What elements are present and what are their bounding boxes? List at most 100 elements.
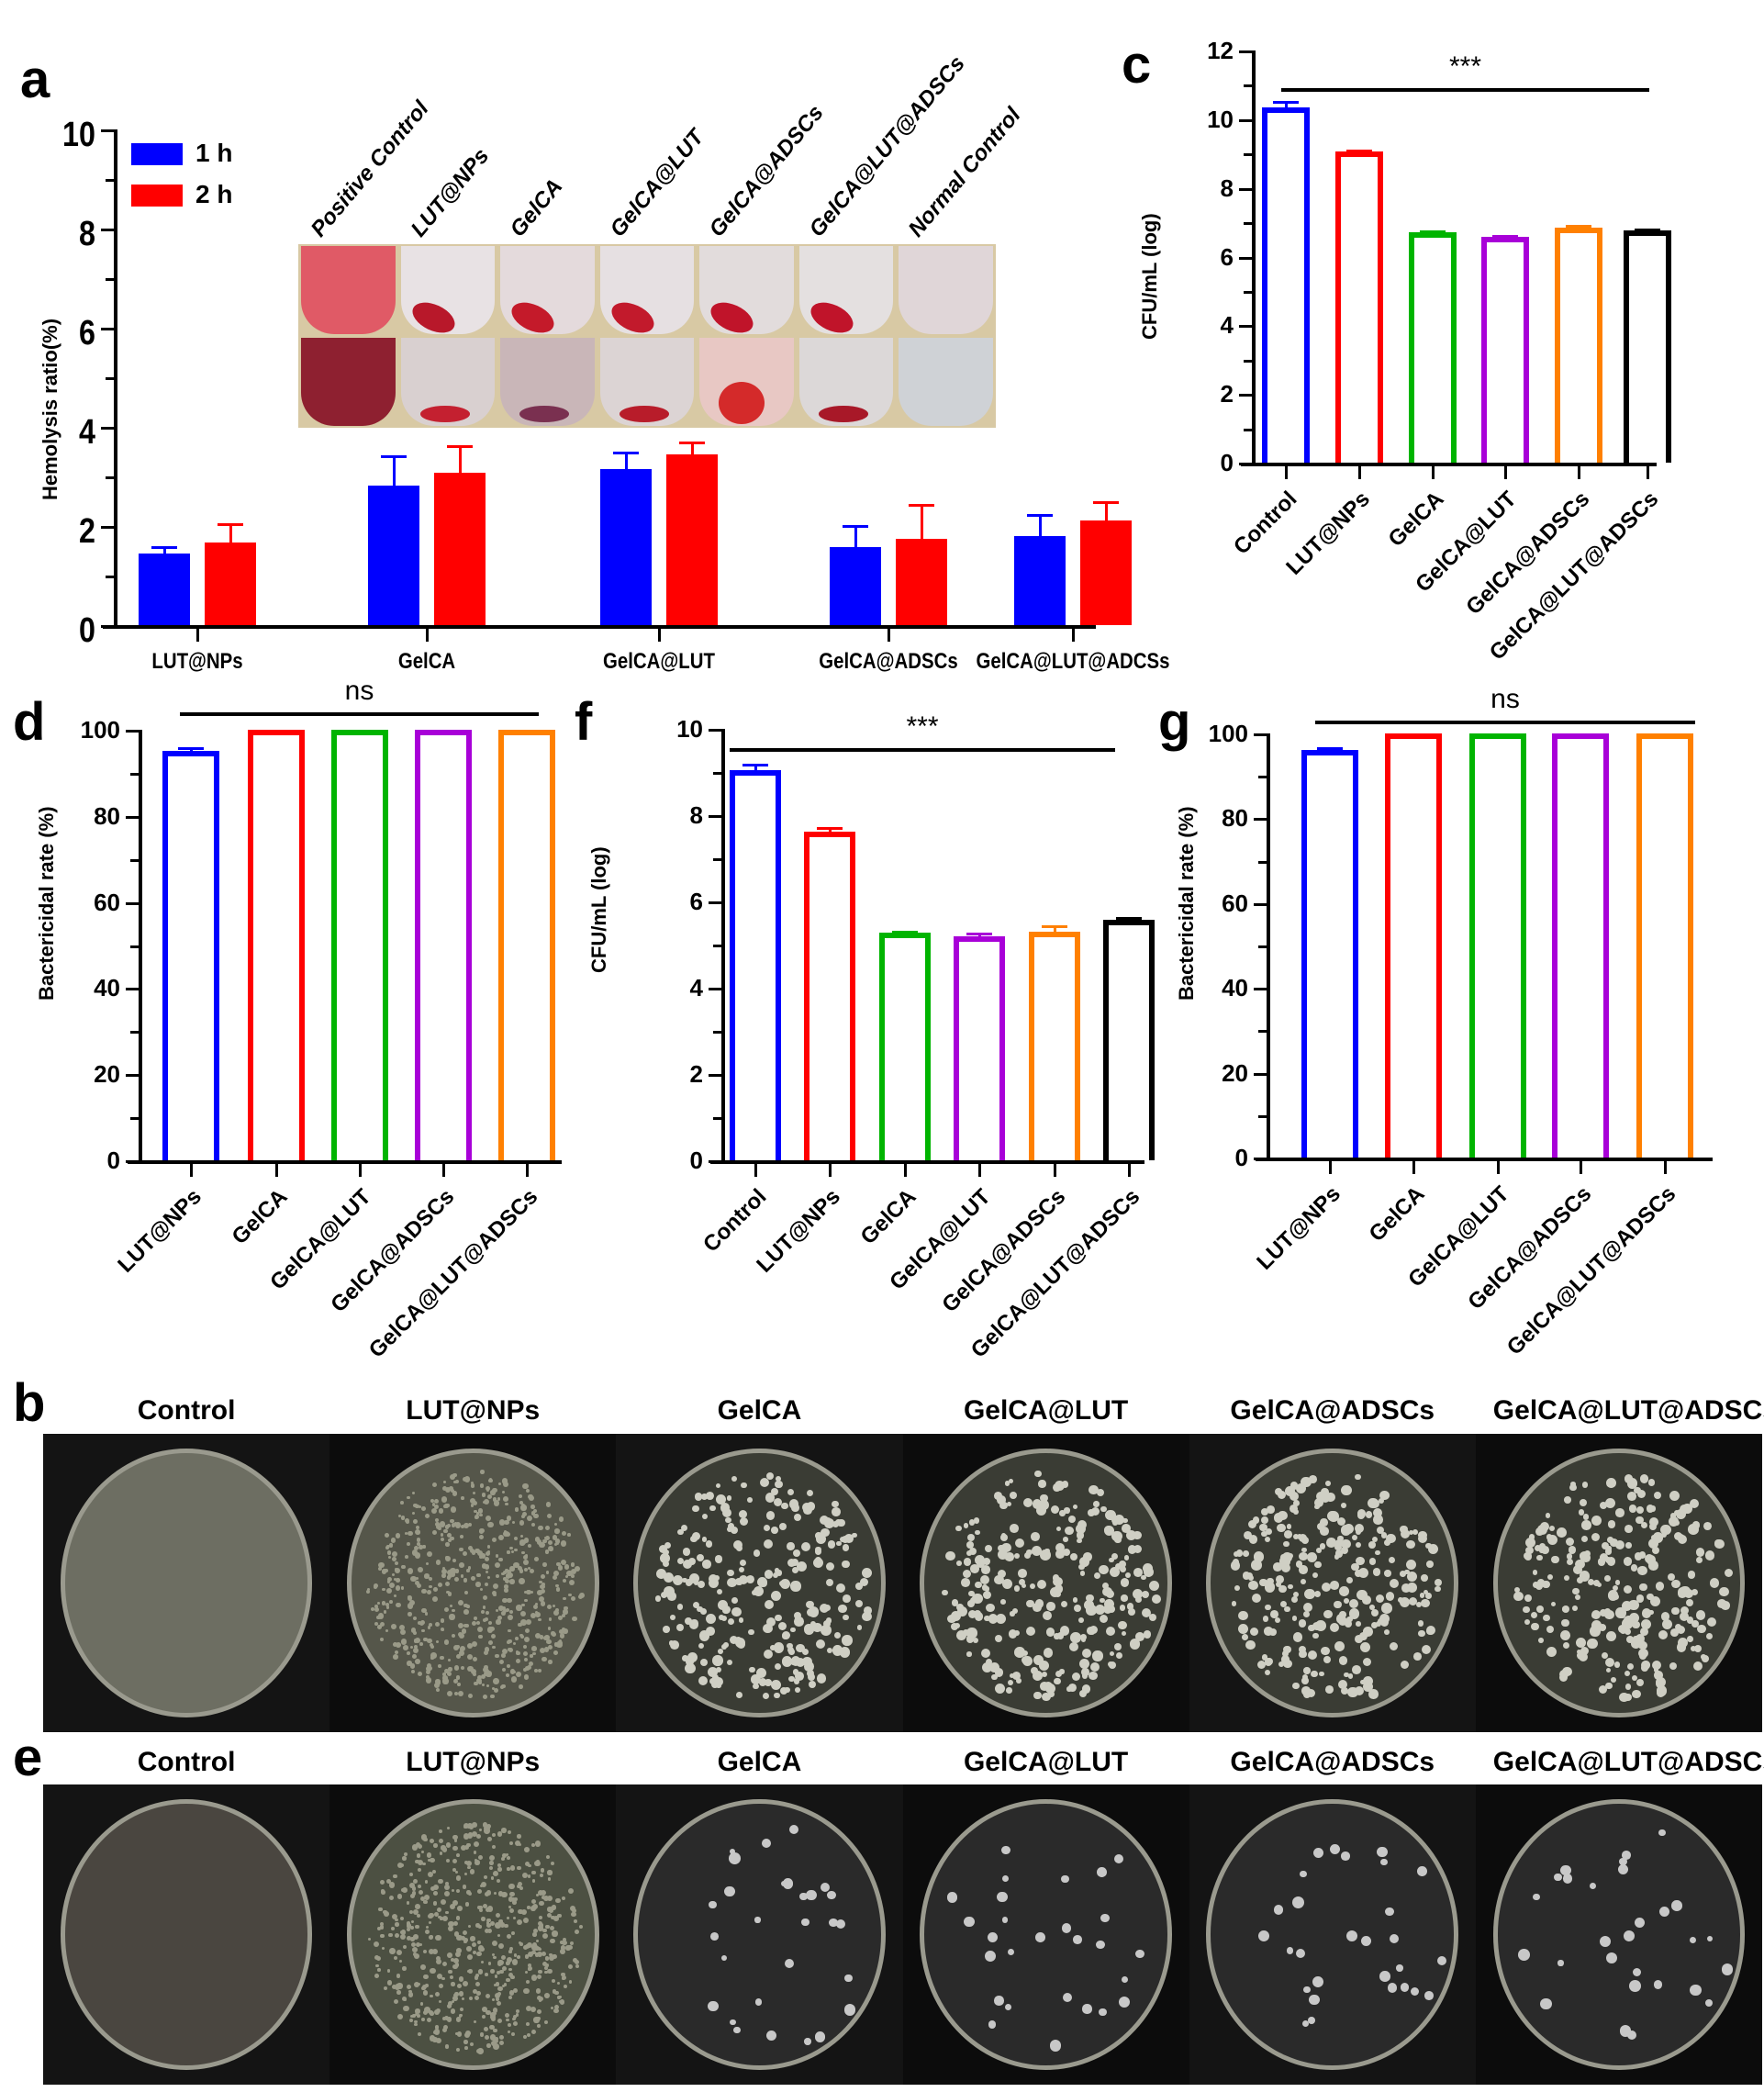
bacterial-colony: [1053, 1576, 1063, 1587]
bacterial-colony: [508, 1883, 515, 1890]
x-tick: [442, 1164, 445, 1177]
x-axis-line: [103, 625, 1096, 629]
bacterial-colony: [506, 1570, 512, 1575]
bacterial-colony: [1384, 1570, 1391, 1577]
bar-1h: [1014, 535, 1066, 625]
tube-2h: [899, 338, 993, 426]
bacterial-colony: [470, 1936, 475, 1941]
bacterial-colony: [468, 1546, 473, 1551]
bacterial-colony: [525, 2005, 531, 2011]
bacterial-colony: [670, 1639, 679, 1650]
bacterial-colony: [975, 1581, 983, 1589]
bacterial-colony: [705, 1491, 714, 1500]
bacterial-colony: [1327, 1511, 1339, 1522]
bacterial-colony: [428, 1858, 431, 1863]
x-category-label: GelCA@ADSCs: [1461, 487, 1595, 621]
bacterial-colony: [482, 2007, 488, 2012]
bacterial-colony: [508, 1905, 512, 1908]
y-tick-label: 8: [1220, 173, 1234, 202]
bacterial-colony: [395, 1561, 399, 1566]
bacterial-colony: [1518, 1949, 1530, 1961]
bacterial-colony: [466, 1946, 473, 1952]
bacterial-colony: [1568, 1545, 1577, 1554]
bacterial-colony: [375, 1955, 382, 1962]
x-category-label: LUT@NPs: [151, 649, 243, 674]
bacterial-colony: [1109, 1567, 1120, 1578]
bacterial-colony: [412, 2014, 416, 2018]
petri-dish-photo: [43, 1434, 330, 1732]
bacterial-colony: [1081, 1672, 1089, 1679]
bacterial-colony: [1062, 1549, 1070, 1557]
bacterial-colony: [1658, 1630, 1668, 1640]
bacterial-colony: [459, 1562, 464, 1568]
bacterial-colony: [440, 1617, 445, 1623]
bacterial-colony: [1095, 1604, 1106, 1615]
bacterial-colony: [489, 1861, 494, 1865]
x-tick: [1664, 1161, 1667, 1174]
bacterial-colony: [519, 1843, 522, 1847]
bacterial-colony: [508, 1639, 512, 1644]
y-minor-tick: [106, 278, 114, 281]
plate-label: LUT@NPs: [406, 1747, 541, 1777]
bacterial-colony: [1061, 1875, 1069, 1884]
bacterial-colony: [1572, 1587, 1580, 1595]
bacterial-colony: [528, 1493, 533, 1500]
bacterial-colony: [802, 1656, 812, 1667]
bacterial-colony: [535, 1952, 540, 1957]
bacterial-colony: [1372, 1568, 1380, 1576]
bacterial-colony: [491, 1832, 496, 1837]
bacterial-colony: [506, 1977, 510, 1982]
bacterial-colony: [413, 1934, 419, 1941]
bacterial-colony: [519, 1534, 524, 1538]
bacterial-colony: [1274, 1488, 1282, 1496]
bacterial-colony: [537, 1947, 541, 1951]
petri-dish-photo: [329, 1434, 617, 1732]
bacterial-colony: [383, 1911, 389, 1918]
bacterial-colony: [501, 1648, 508, 1655]
bacterial-colony: [509, 1865, 515, 1871]
bacterial-colony: [1603, 1609, 1614, 1620]
bacterial-colony: [1680, 1505, 1690, 1515]
bacterial-colony: [551, 1915, 555, 1920]
bacterial-colony: [1400, 1529, 1411, 1539]
panel-letter-d: d: [13, 692, 46, 752]
significance-line: [1281, 88, 1649, 93]
bacterial-colony: [1403, 1569, 1410, 1575]
bacterial-colony: [449, 1486, 454, 1492]
bacterial-colony: [539, 1635, 543, 1639]
bacterial-colony: [441, 1573, 446, 1578]
bacterial-colony: [572, 1616, 577, 1622]
bacterial-colony: [997, 1569, 1007, 1578]
bacterial-colony: [1116, 1651, 1123, 1659]
bacterial-colony: [1696, 1624, 1706, 1634]
bacterial-colony: [1577, 1577, 1584, 1584]
bacterial-colony: [543, 1896, 549, 1902]
bacterial-colony: [1319, 1527, 1329, 1537]
bacterial-colony: [856, 1625, 863, 1631]
bacterial-colony: [546, 1604, 552, 1609]
bacterial-colony: [558, 1999, 563, 2004]
bacterial-colony: [395, 1983, 399, 1987]
bacterial-colony: [738, 1617, 744, 1623]
bacterial-colony: [483, 1499, 489, 1505]
bacterial-colony: [514, 1507, 519, 1512]
bacterial-colony: [1605, 1667, 1612, 1673]
y-tick-label: 6: [79, 314, 95, 352]
bacterial-colony: [411, 1491, 416, 1495]
bacterial-colony: [421, 1862, 426, 1866]
bacterial-colony: [458, 1650, 464, 1656]
bacterial-colony: [1569, 1484, 1577, 1492]
bacterial-colony: [750, 1674, 761, 1685]
bacterial-colony: [1385, 1604, 1392, 1610]
bacterial-colony: [1542, 1580, 1550, 1588]
bacterial-colony: [574, 1919, 577, 1924]
bacterial-colony: [495, 1609, 498, 1613]
bacterial-colony: [408, 2019, 413, 2023]
y-major-tick: [101, 229, 114, 231]
bacterial-colony: [801, 1542, 811, 1552]
bacterial-colony: [1099, 2008, 1107, 2017]
bacterial-colony: [483, 1695, 488, 1699]
bacterial-colony: [1648, 1479, 1656, 1486]
bacterial-colony: [1276, 1574, 1285, 1583]
bacterial-colony: [386, 1544, 390, 1548]
